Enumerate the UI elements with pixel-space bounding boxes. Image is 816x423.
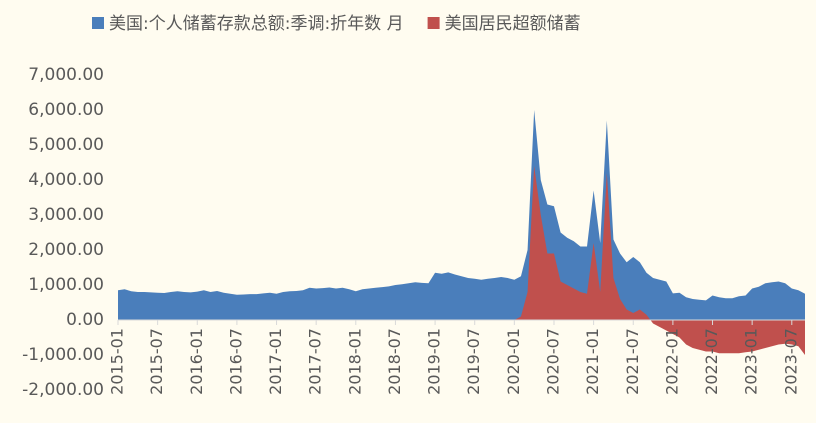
y-tick-label: 5,000.00 <box>28 135 104 155</box>
legend-swatch <box>92 17 104 29</box>
x-tick-label: 2023-01 <box>742 328 761 395</box>
x-tick-label: 2021-01 <box>583 328 602 395</box>
y-tick-label: 4,000.00 <box>28 170 104 190</box>
area <box>118 166 805 355</box>
x-tick-label: 2017-01 <box>266 328 285 395</box>
x-tick-label: 2022-07 <box>702 328 721 395</box>
x-tick-label: 2015-07 <box>147 328 166 395</box>
area <box>118 110 805 320</box>
x-tick-label: 2022-01 <box>662 328 681 395</box>
y-tick-label: 0.00 <box>66 310 104 330</box>
x-tick-label: 2021-07 <box>623 328 642 395</box>
y-tick-label: 2,000.00 <box>28 240 104 260</box>
x-tick-label: 2015-01 <box>108 328 127 395</box>
x-tick-label: 2023-07 <box>781 328 800 395</box>
x-tick-label: 2017-07 <box>306 328 325 395</box>
legend-swatch <box>427 17 440 29</box>
x-tick-label: 2019-01 <box>425 328 444 395</box>
y-tick-label: 6,000.00 <box>28 100 104 120</box>
x-tick-label: 2020-07 <box>543 328 562 395</box>
legend-label: 美国:个人储蓄存款总额:季调:折年数 月 <box>109 14 404 34</box>
y-tick-label: -2,000.00 <box>22 380 104 400</box>
x-tick-label: 2018-07 <box>385 328 404 395</box>
y-tick-label: 1,000.00 <box>28 275 104 295</box>
x-tick-label: 2019-07 <box>464 328 483 395</box>
x-tick-label: 2018-01 <box>345 328 364 395</box>
x-tick-label: 2016-07 <box>226 328 245 395</box>
y-tick-label: 3,000.00 <box>28 205 104 225</box>
x-tick-label: 2016-01 <box>187 328 206 395</box>
legend-label: 美国居民超额储蓄 <box>445 14 581 34</box>
y-tick-label: -1,000.00 <box>22 345 104 365</box>
x-tick-label: 2020-01 <box>504 328 523 395</box>
y-tick-label: 7,000.00 <box>28 65 104 85</box>
